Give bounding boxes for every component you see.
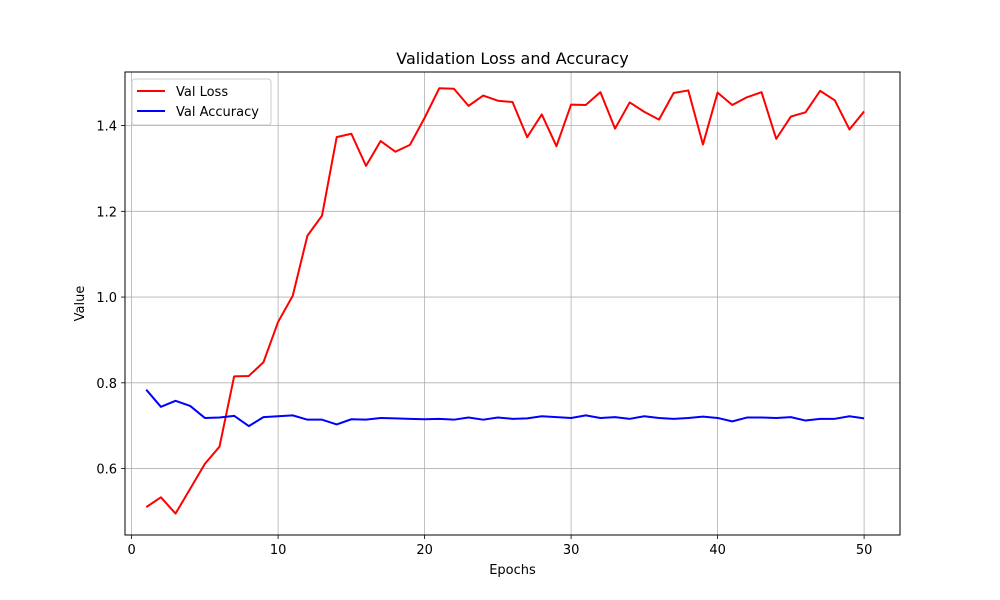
y-axis: 0.6 0.8 1.0 1.2 1.4: [96, 120, 125, 478]
series-line-val-loss: [145, 87, 865, 515]
x-tick-label: 50: [856, 543, 873, 558]
grid: [125, 72, 900, 535]
chart-title: Validation Loss and Accuracy: [396, 49, 629, 68]
y-tick-label: 1.4: [96, 120, 117, 135]
x-tick-label: 10: [270, 543, 287, 558]
x-tick-label: 0: [127, 543, 135, 558]
series-line-val-accuracy: [145, 389, 865, 428]
series-layer: [145, 87, 865, 515]
x-tick-label: 30: [563, 543, 580, 558]
y-tick-label: 1.2: [96, 205, 117, 220]
y-tick-label: 0.6: [96, 463, 117, 478]
legend-box: [131, 78, 272, 126]
x-tick-label: 40: [709, 543, 726, 558]
legend-label-val-accuracy: Val Accuracy: [176, 105, 259, 120]
legend-label-val-loss: Val Loss: [176, 85, 228, 100]
plot-frame: [124, 71, 901, 536]
y-tick-label: 0.8: [96, 377, 117, 392]
x-tick-label: 20: [416, 543, 433, 558]
legend: Val Loss Val Accuracy: [131, 78, 272, 126]
y-axis-label: Value: [73, 286, 88, 322]
x-axis-label: Epochs: [489, 563, 536, 578]
x-axis: 0 10 20 30 40 50: [127, 535, 872, 558]
y-tick-label: 1.0: [96, 291, 117, 306]
